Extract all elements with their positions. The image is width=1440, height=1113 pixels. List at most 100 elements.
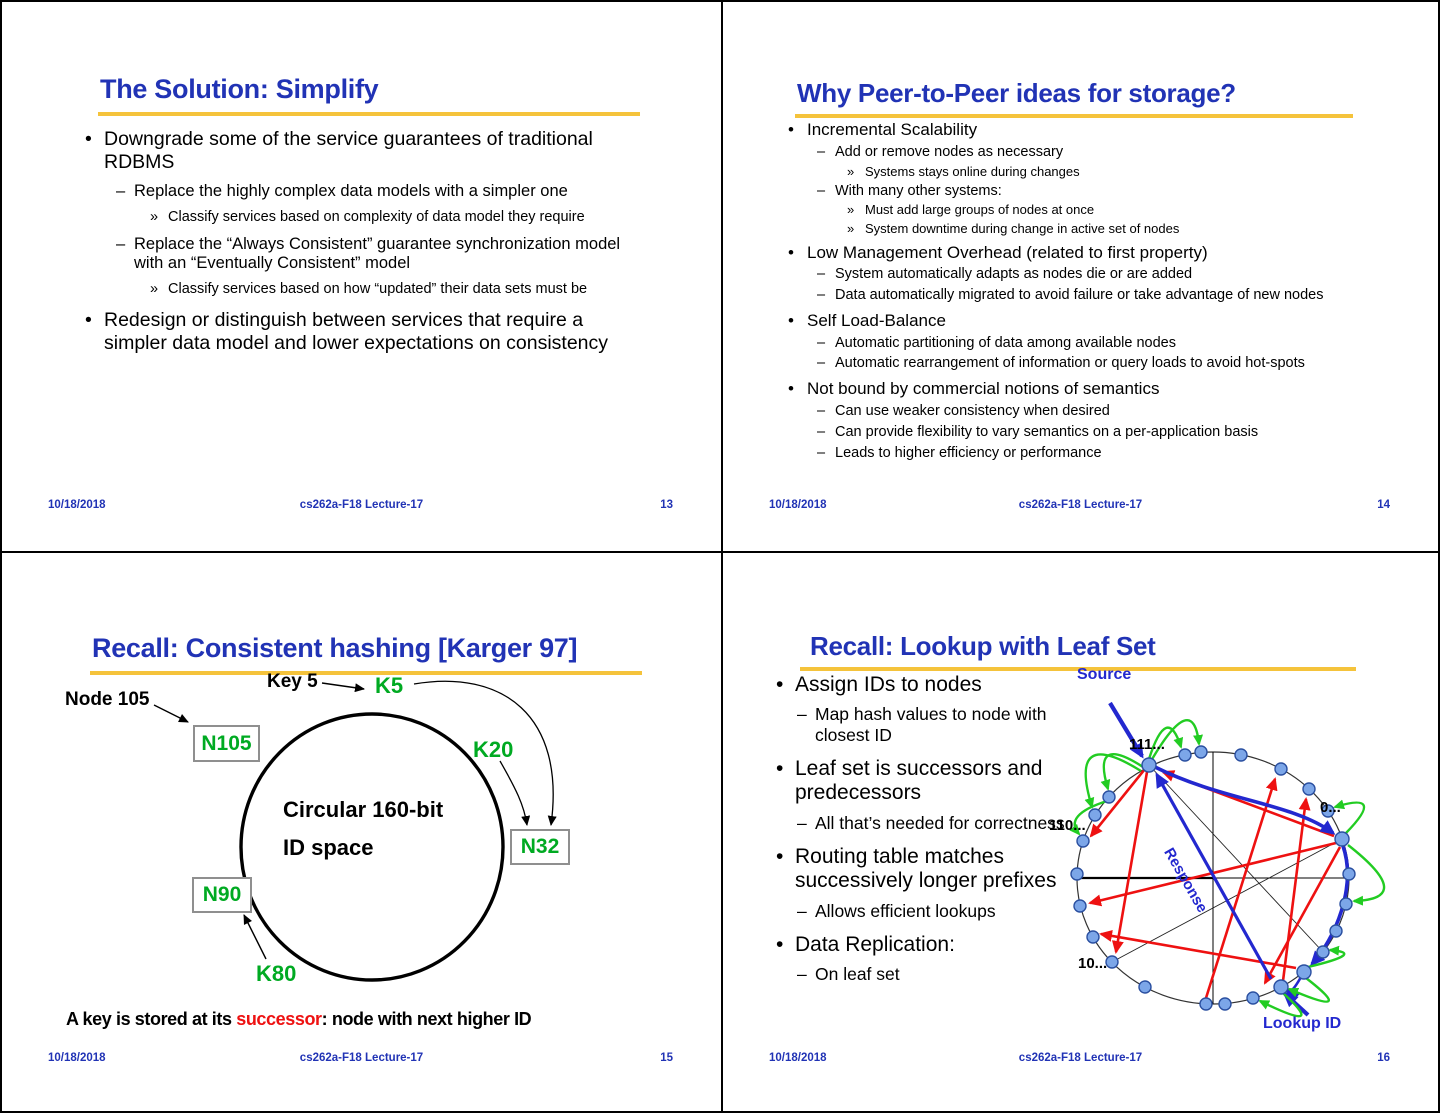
node bbox=[1339, 897, 1353, 911]
leaf-set-arcs bbox=[1069, 719, 1386, 1018]
footer-page-number: 16 bbox=[1377, 1052, 1390, 1064]
bullet: Leads to higher efficiency or performanc… bbox=[817, 445, 1375, 462]
slide-14-title: Why Peer-to-Peer ideas for storage? bbox=[797, 78, 1236, 108]
node105-pointer-arrow bbox=[153, 704, 189, 723]
routing-arrow bbox=[1099, 929, 1297, 970]
node bbox=[1329, 924, 1343, 938]
id-ring bbox=[1076, 751, 1350, 1005]
bullet: Can provide flexibility to vary semantic… bbox=[817, 424, 1375, 441]
bullet: Data Replication: bbox=[771, 933, 1067, 958]
node105-label: Node 105 bbox=[65, 689, 150, 710]
routing-arrow bbox=[1281, 797, 1311, 982]
bullet: On leaf set bbox=[797, 964, 1067, 985]
routing-arrow bbox=[1263, 846, 1342, 985]
bullet: Replace the highly complex data models w… bbox=[116, 182, 644, 201]
zero-node bbox=[1334, 831, 1350, 847]
bullet: Classify services based on how “updated”… bbox=[150, 281, 644, 298]
slide-14: Why Peer-to-Peer ideas for storage? Incr… bbox=[723, 2, 1438, 551]
slide-15: Recall: Consistent hashing [Karger 97] K… bbox=[2, 553, 721, 1111]
node bbox=[1102, 790, 1116, 804]
node bbox=[1302, 782, 1316, 796]
node bbox=[1316, 945, 1330, 959]
node bbox=[1218, 997, 1232, 1011]
footer-lecture: cs262a-F18 Lecture-17 bbox=[299, 1052, 424, 1064]
bullet: System downtime during change in active … bbox=[847, 221, 1375, 236]
node bbox=[1076, 834, 1090, 848]
footer-date: 10/18/2018 bbox=[48, 1052, 106, 1064]
footer-lecture: cs262a-F18 Lecture-17 bbox=[1018, 499, 1143, 511]
chord-2 bbox=[1111, 838, 1343, 963]
label-10: 10... bbox=[1078, 955, 1108, 972]
bullet: Low Management Overhead (related to firs… bbox=[783, 243, 1375, 263]
node bbox=[1194, 745, 1208, 759]
bullet: Self Load-Balance bbox=[783, 311, 1375, 331]
footer-lecture: cs262a-F18 Lecture-17 bbox=[299, 499, 424, 511]
title-underline bbox=[90, 671, 642, 675]
slide-16-title: Recall: Lookup with Leaf Set bbox=[810, 631, 1156, 661]
k80-label: K80 bbox=[256, 961, 297, 986]
footer-date: 10/18/2018 bbox=[48, 499, 106, 511]
caption-pre: A key is stored at its bbox=[66, 1009, 237, 1029]
k80-to-n90-arrow bbox=[243, 914, 267, 960]
routing-arrow bbox=[1089, 768, 1147, 838]
n105-box: N105 bbox=[193, 725, 260, 762]
response-label: Response bbox=[1160, 845, 1211, 916]
bullet: Can use weaker consistency when desired bbox=[817, 403, 1375, 420]
slide-13: The Solution: Simplify Downgrade some of… bbox=[2, 2, 721, 551]
bullet: Map hash values to node with closest ID bbox=[797, 704, 1067, 745]
bullet: Allows efficient lookups bbox=[797, 901, 1067, 922]
bullet: Data automatically migrated to avoid fai… bbox=[817, 287, 1375, 304]
bullet: Routing table matches successively longe… bbox=[771, 845, 1067, 894]
lookup-hop-2 bbox=[1309, 845, 1350, 967]
leaf-arc bbox=[1100, 753, 1144, 791]
bullet: Not bound by commercial notions of seman… bbox=[783, 379, 1375, 399]
lookup-target-node bbox=[1273, 979, 1289, 995]
node bbox=[1342, 867, 1356, 881]
node bbox=[1274, 762, 1288, 776]
bullet: System automatically adapts as nodes die… bbox=[817, 266, 1375, 283]
bullet: Automatic partitioning of data among ava… bbox=[817, 335, 1375, 352]
node bbox=[1073, 899, 1087, 913]
node bbox=[1070, 867, 1084, 881]
slide-footer: 10/18/2018 cs262a-F18 Lecture-17 15 bbox=[2, 1052, 721, 1068]
key5-pointer-arrow bbox=[321, 682, 365, 693]
successor-caption: A key is stored at its successor: node w… bbox=[66, 1009, 532, 1030]
node bbox=[1138, 980, 1152, 994]
lookup-hop-1 bbox=[1154, 765, 1336, 835]
node bbox=[1086, 930, 1100, 944]
footer-page-number: 15 bbox=[660, 1052, 673, 1064]
footer-page-number: 13 bbox=[660, 499, 673, 511]
bullet: Leaf set is successors and predecessors bbox=[771, 757, 1067, 806]
circle-caption-line2: ID space bbox=[283, 835, 374, 860]
routing-arrow bbox=[1204, 777, 1278, 999]
caption-post: : node with next higher ID bbox=[321, 1009, 532, 1029]
bullet: Replace the “Always Consistent” guarante… bbox=[116, 235, 644, 273]
lookup-id-label: Lookup ID bbox=[1263, 1015, 1342, 1032]
node bbox=[1088, 808, 1102, 822]
title-underline bbox=[98, 112, 640, 116]
slide-14-bullets: Incremental Scalability Add or remove no… bbox=[783, 120, 1375, 461]
label-0: 0... bbox=[1320, 799, 1341, 816]
footer-lecture: cs262a-F18 Lecture-17 bbox=[1018, 1052, 1143, 1064]
source-node bbox=[1141, 757, 1157, 773]
slide-16: Recall: Lookup with Leaf Set Assign IDs … bbox=[723, 553, 1438, 1111]
routing-arrow bbox=[1111, 771, 1149, 954]
slide-16-bullets: Assign IDs to nodes Map hash values to n… bbox=[771, 673, 1067, 985]
bullet: Downgrade some of the service guarantees… bbox=[80, 128, 644, 173]
bullet: Automatic rearrangement of information o… bbox=[817, 355, 1375, 372]
node bbox=[1178, 748, 1192, 762]
lookup-hop-3 bbox=[1284, 976, 1303, 1004]
lookup-id-pointer-arrow bbox=[1282, 991, 1310, 1017]
ring-nodes bbox=[1070, 745, 1356, 1011]
bullet: Must add large groups of nodes at once bbox=[847, 202, 1375, 217]
bullet: Redesign or distinguish between services… bbox=[80, 309, 644, 354]
label-111: 111... bbox=[1129, 736, 1165, 753]
routing-arrows bbox=[1088, 768, 1342, 999]
footer-date: 10/18/2018 bbox=[769, 1052, 827, 1064]
footer-page-number: 14 bbox=[1377, 499, 1390, 511]
title-underline bbox=[795, 114, 1353, 118]
n32-box: N32 bbox=[510, 829, 570, 865]
routing-arrow bbox=[1161, 770, 1335, 838]
leaf-arc bbox=[1347, 844, 1386, 906]
